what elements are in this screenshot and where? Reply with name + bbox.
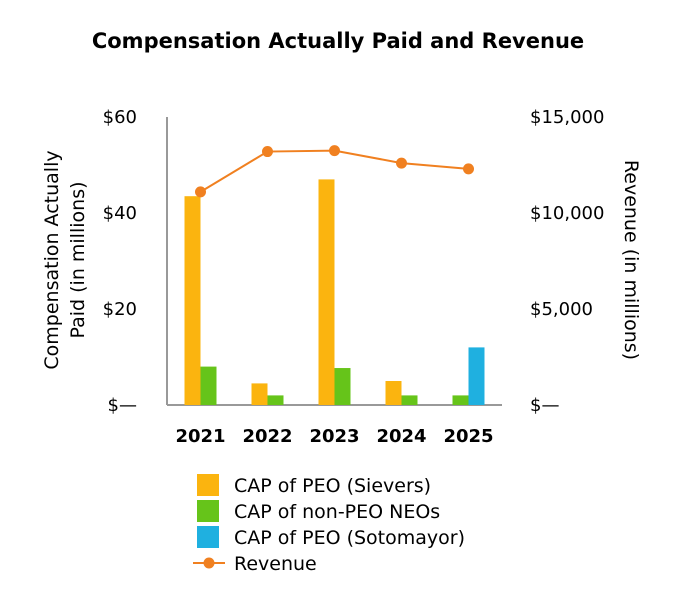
y-tick-label: $40 [103, 203, 137, 224]
y2-tick-label: $10,000 [530, 203, 604, 224]
y2-tick-label: $5,000 [530, 299, 593, 320]
revenue-point-2024 [396, 157, 407, 169]
legend-label: CAP of PEO (Sotomayor) [234, 527, 465, 549]
x-tick-labels: 2021 2022 2023 2024 2025 [175, 426, 493, 447]
bar-peo-sievers-2022 [251, 383, 268, 405]
bars [184, 179, 485, 405]
revenue-point-2025 [463, 163, 474, 175]
y-tick-label: $60 [103, 107, 137, 128]
bar-peo-sievers-2023 [318, 179, 335, 405]
legend-label: CAP of PEO (Sievers) [234, 475, 431, 497]
x-tick-label-2024: 2024 [376, 426, 426, 447]
y2-axis-label: Revenue (in millions) [620, 160, 642, 360]
y2-tick-label: $— [530, 395, 559, 416]
x-tick-label-2021: 2021 [175, 426, 225, 447]
bar-non-peo-2024 [401, 395, 418, 405]
legend-swatch-marker [203, 557, 215, 569]
revenue-point-2023 [329, 145, 340, 157]
y2-tick-labels: $— $5,000 $10,000 $15,000 [530, 107, 604, 416]
legend-swatch-peo-sotomayor [197, 526, 219, 548]
revenue-point-2022 [262, 146, 273, 158]
y2-tick-label: $15,000 [530, 107, 604, 128]
y-tick-labels: $— $20 $40 $60 [103, 107, 137, 416]
legend: CAP of PEO (Sievers) CAP of non-PEO NEOs C… [193, 474, 465, 575]
y-tick-label: $20 [103, 299, 137, 320]
bar-non-peo-2022 [267, 395, 284, 405]
y-tick-label: $— [108, 395, 137, 416]
y-axis-label: Compensation Actually Paid (in millions) [41, 150, 89, 369]
bar-peo-sievers-2021 [184, 196, 201, 405]
x-tick-label-2023: 2023 [309, 426, 359, 447]
x-tick-label-2025: 2025 [443, 426, 493, 447]
bar-non-peo-2021 [200, 366, 217, 405]
bar-peo-sotomayor-2025 [468, 347, 485, 405]
bar-peo-sievers-2024 [385, 381, 402, 405]
revenue-point-2021 [195, 186, 206, 198]
bar-non-peo-2023 [334, 368, 351, 405]
y-axis-label-line-2: Paid (in millions) [67, 181, 89, 338]
chart-title: Compensation Actually Paid and Revenue [92, 29, 584, 53]
legend-label: Revenue [234, 553, 317, 575]
legend-swatch-non-peo [197, 500, 219, 522]
x-tick-label-2022: 2022 [242, 426, 292, 447]
legend-label: CAP of non-PEO NEOs [234, 501, 440, 523]
y-axis-label-line-1: Compensation Actually [41, 150, 63, 369]
revenue-line [195, 145, 474, 198]
legend-swatch-peo-sievers [197, 474, 219, 496]
bar-non-peo-2025 [452, 395, 469, 405]
